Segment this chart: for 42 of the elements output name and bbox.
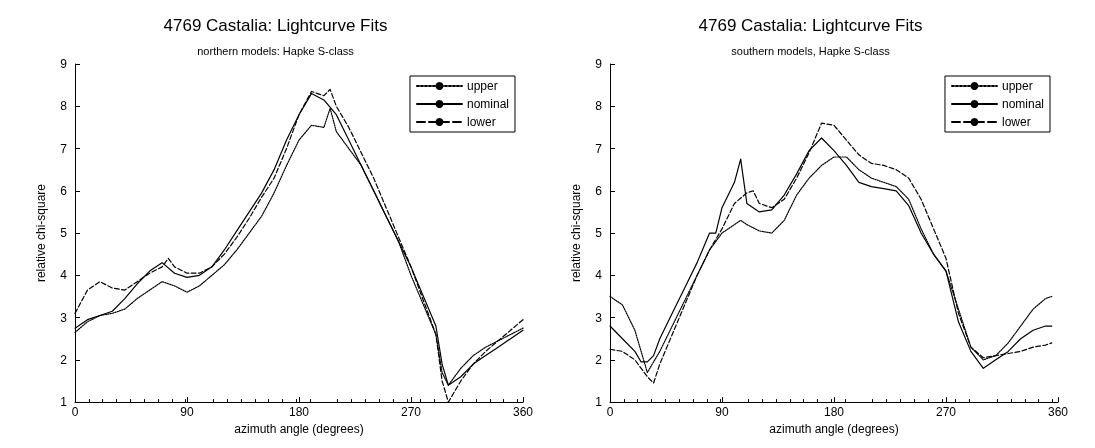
x-tick-label: 180: [288, 405, 310, 420]
y-tick-label: 4: [595, 268, 603, 283]
legend-label: upper: [1001, 79, 1033, 93]
chart-subtitle: northern models: Hapke S-class: [197, 44, 355, 57]
legend-label: nominal: [466, 97, 510, 111]
legend-label: lower: [1001, 115, 1031, 129]
x-tick-label: 180: [823, 405, 845, 420]
y-tick-label: 6: [595, 183, 603, 198]
y-tick-label: 3: [60, 310, 68, 325]
x-tick-label: 270: [400, 405, 422, 420]
y-axis-title: relative chi-square: [569, 183, 583, 283]
x-tick-label: 0: [71, 405, 79, 420]
x-tick-label: 90: [715, 405, 729, 420]
y-tick-label: 1: [60, 395, 68, 410]
y-tick-label: 4: [60, 268, 68, 283]
chart-subtitle: southern models, Hapke S-class: [731, 44, 891, 57]
y-tick-label: 5: [595, 226, 603, 241]
x-tick-label: 0: [606, 405, 614, 420]
y-tick-label: 1: [595, 395, 603, 410]
y-tick-label: 7: [60, 141, 68, 156]
y-tick-label: 9: [60, 57, 68, 71]
y-tick-label: 2: [595, 352, 603, 367]
y-axis-title: relative chi-square: [34, 183, 48, 283]
y-tick-label: 3: [595, 310, 603, 325]
x-tick-label: 360: [1047, 405, 1069, 420]
x-tick-label: 90: [180, 405, 194, 420]
chart-title: 4769 Castalia: Lightcurve Fits: [163, 16, 388, 35]
y-tick-label: 9: [595, 57, 603, 71]
y-tick-label: 2: [60, 352, 68, 367]
y-tick-label: 8: [595, 99, 603, 114]
y-tick-label: 7: [595, 141, 603, 156]
y-tick-label: 8: [60, 99, 68, 114]
legend-label: lower: [466, 115, 496, 129]
x-tick-label: 360: [512, 405, 534, 420]
y-tick-label: 5: [60, 226, 68, 241]
legend-label: upper: [466, 79, 498, 93]
x-axis-title: azimuth angle (degrees): [234, 422, 364, 436]
x-axis-title: azimuth angle (degrees): [769, 422, 899, 436]
chart-title: 4769 Castalia: Lightcurve Fits: [698, 16, 923, 35]
x-tick-label: 270: [935, 405, 957, 420]
legend-label: nominal: [1001, 97, 1045, 111]
y-tick-label: 6: [60, 183, 68, 198]
